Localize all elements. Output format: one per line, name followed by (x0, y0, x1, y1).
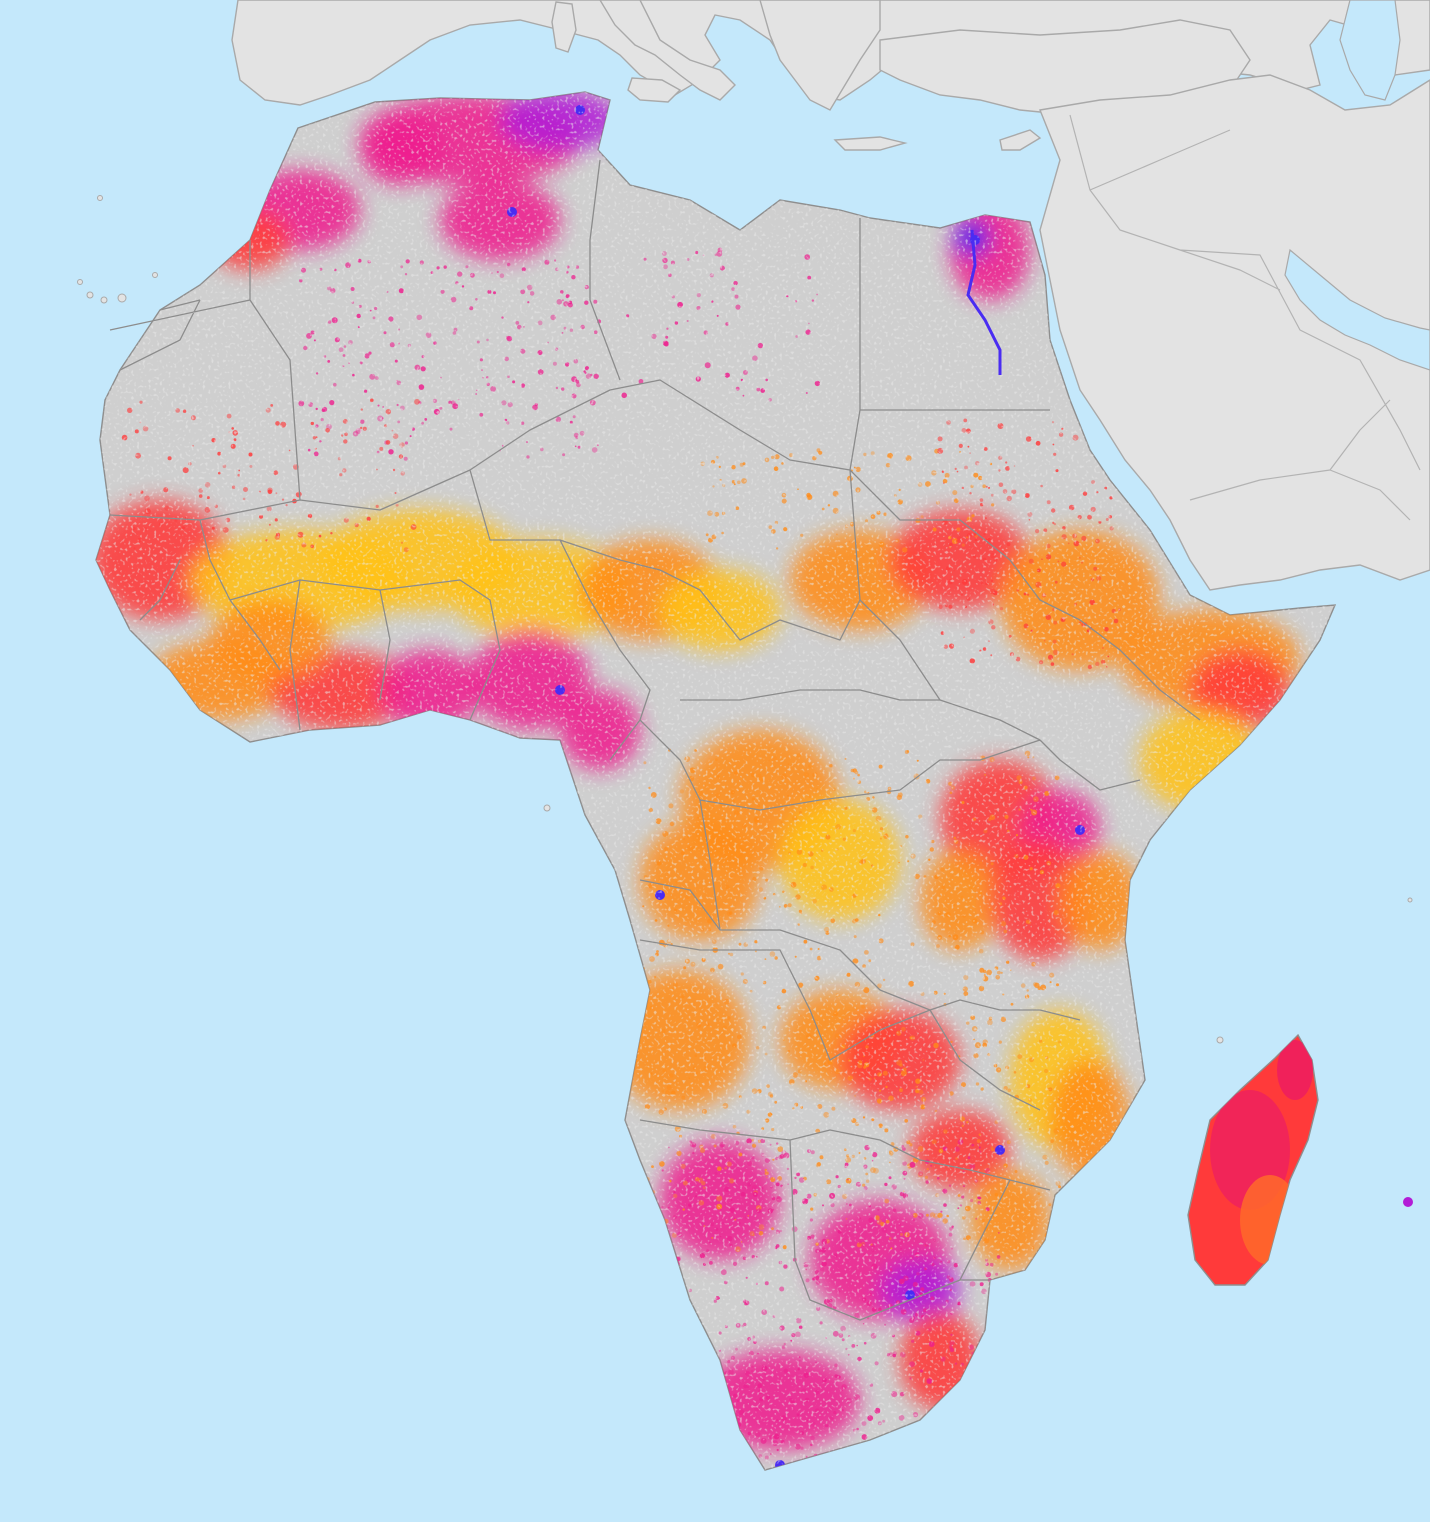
small-islands (77, 195, 1413, 1207)
cyprus-land (999, 129, 1042, 151)
persian-gulf (1284, 248, 1430, 371)
sicily-land (627, 77, 682, 103)
country-borders (109, 159, 1201, 1321)
sardinia-land (551, 1, 577, 53)
egypt-nile (966, 229, 1002, 375)
crete-land (833, 136, 908, 151)
arabia-borders (1069, 114, 1421, 521)
italy-land (599, 0, 736, 101)
arabia-land (1039, 74, 1430, 591)
caspian-sea (1339, 0, 1401, 101)
greece-land (759, 0, 881, 111)
